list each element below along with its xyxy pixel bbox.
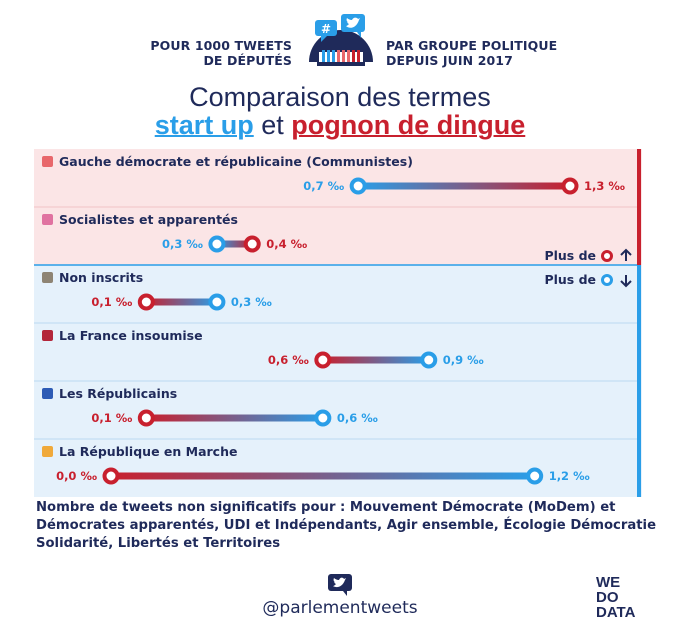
- pognon-point: [314, 351, 332, 369]
- group-label: Non inscrits: [59, 270, 143, 285]
- term-pognon: pognon de dingue: [291, 110, 526, 140]
- chart-row: La France insoumise 0,6 ‰ 0,9 ‰: [42, 328, 484, 369]
- group-swatch: [42, 446, 53, 457]
- chart-title-line2: start up et pognon de dingue: [0, 110, 680, 141]
- value-label-right: 0,3 ‰: [231, 295, 272, 309]
- term-start-up: start up: [154, 110, 254, 140]
- chart-row: Non inscrits 0,1 ‰ 0,3 ‰: [42, 270, 272, 311]
- value-label-left: 0,3 ‰: [162, 237, 203, 251]
- start-up-point: [420, 351, 438, 369]
- header-right-line2: DEPUIS JUIN 2017: [386, 53, 513, 68]
- value-label-left: 0,1 ‰: [91, 295, 132, 309]
- start-up-point: [349, 177, 367, 195]
- dumbbell-bar: [322, 356, 429, 364]
- header-left-line1: POUR 1000 TWEETS: [150, 38, 292, 53]
- header-left: POUR 1000 TWEETS DE DÉPUTÉS: [150, 38, 292, 68]
- header-right-line1: PAR GROUPE POLITIQUE: [386, 38, 558, 53]
- twitter-icon: [328, 574, 352, 596]
- value-label-left: 0,0 ‰: [56, 469, 97, 483]
- group-swatch: [42, 330, 53, 341]
- dumbbell-bar: [111, 472, 535, 480]
- band-red-edge: [637, 149, 641, 265]
- dumbbell-bar: [146, 298, 217, 306]
- svg-text:#: #: [321, 22, 331, 36]
- value-label-right: 0,9 ‰: [443, 353, 484, 367]
- value-label-right: 1,2 ‰: [549, 469, 590, 483]
- chart-row: Socialistes et apparentés 0,3 ‰ 0,4 ‰: [42, 212, 308, 253]
- pognon-point: [137, 293, 155, 311]
- header-left-line2: DE DÉPUTÉS: [203, 53, 292, 68]
- start-up-point: [314, 409, 332, 427]
- brand-line2: DO: [596, 589, 619, 606]
- start-up-point: [526, 467, 544, 485]
- term-join: et: [261, 110, 284, 140]
- header-right: PAR GROUPE POLITIQUE DEPUIS JUIN 2017: [386, 38, 557, 68]
- chart-row: Les Républicains 0,1 ‰ 0,6 ‰: [42, 386, 378, 427]
- chart-title-line1: Comparaison des termes: [189, 82, 491, 112]
- brand-line1: WE: [596, 574, 621, 591]
- start-up-point: [208, 235, 226, 253]
- group-swatch: [42, 388, 53, 399]
- start-up-point: [208, 293, 226, 311]
- group-label: La France insoumise: [59, 328, 203, 343]
- parliament-logo-icon: #: [309, 14, 373, 66]
- brand-logo: WE DO DATA: [596, 575, 635, 620]
- value-label-left: 0,1 ‰: [91, 411, 132, 425]
- value-label-left: 0,7 ‰: [303, 179, 344, 193]
- dumbbell-bar: [358, 182, 570, 190]
- value-label-right: 0,4 ‰: [266, 237, 307, 251]
- twitter-handle: @parlementweets: [262, 598, 418, 618]
- group-swatch: [42, 156, 53, 167]
- chart-row: Gauche démocrate et républicaine (Commun…: [42, 154, 625, 195]
- value-label-left: 0,6 ‰: [268, 353, 309, 367]
- pognon-point: [137, 409, 155, 427]
- group-label: Les Républicains: [59, 386, 177, 401]
- dumbbell-bar: [216, 240, 253, 248]
- pognon-point: [243, 235, 261, 253]
- group-swatch: [42, 272, 53, 283]
- band-blue-edge: [637, 265, 641, 497]
- dumbbell-bar: [146, 414, 323, 422]
- arrow-up-icon: [620, 248, 632, 261]
- chart-legend: Plus de Plus de: [544, 248, 632, 288]
- chart-rows: Gauche démocrate et républicaine (Commun…: [42, 154, 625, 485]
- group-label: Socialistes et apparentés: [59, 212, 238, 227]
- pognon-point: [102, 467, 120, 485]
- group-swatch: [42, 214, 53, 225]
- value-label-right: 0,6 ‰: [337, 411, 378, 425]
- legend-more-red-label: Plus de: [544, 248, 596, 263]
- group-label: La République en Marche: [59, 444, 237, 459]
- legend-red-point: [601, 250, 613, 262]
- group-label: Gauche démocrate et républicaine (Commun…: [59, 154, 413, 169]
- legend-blue-point: [601, 274, 613, 286]
- value-label-right: 1,3 ‰: [584, 179, 625, 193]
- arrow-down-icon: [620, 275, 632, 288]
- chart-row: La République en Marche 0,0 ‰ 1,2 ‰: [42, 444, 590, 485]
- legend-more-blue-label: Plus de: [544, 272, 596, 287]
- row-bands: [34, 149, 642, 497]
- pognon-point: [561, 177, 579, 195]
- brand-line3: DATA: [596, 604, 636, 621]
- footnote: Nombre de tweets non significatifs pour …: [36, 500, 657, 551]
